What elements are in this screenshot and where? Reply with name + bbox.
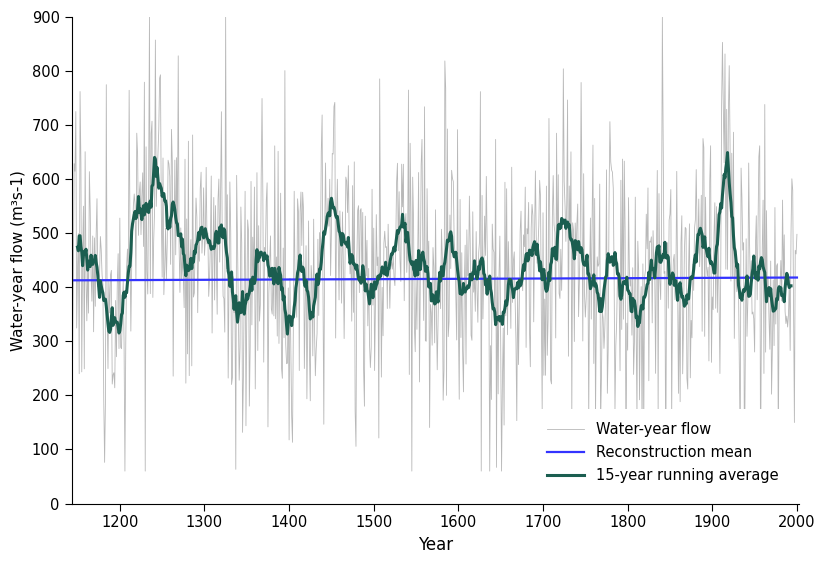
X-axis label: Year: Year xyxy=(418,536,452,554)
15-year running average xyxy=(73,244,83,250)
Reconstruction mean xyxy=(205,276,215,283)
Water-year flow xyxy=(67,311,77,318)
Water-year flow xyxy=(120,468,130,475)
15-year running average xyxy=(777,292,787,298)
Reconstruction mean xyxy=(67,277,77,284)
Water-year flow xyxy=(443,333,453,340)
Reconstruction mean xyxy=(513,275,523,282)
15-year running average xyxy=(283,331,293,337)
Reconstruction mean xyxy=(144,277,154,284)
Reconstruction mean xyxy=(442,276,452,282)
Reconstruction mean xyxy=(792,274,802,281)
Reconstruction mean xyxy=(525,275,535,282)
Water-year flow xyxy=(145,14,155,20)
Reconstruction mean xyxy=(368,276,378,282)
Water-year flow xyxy=(370,367,380,374)
15-year running average xyxy=(265,266,275,272)
Water-year flow xyxy=(792,231,802,238)
Y-axis label: Water-year flow (m³s-1): Water-year flow (m³s-1) xyxy=(11,170,26,351)
Water-year flow xyxy=(527,201,537,208)
15-year running average xyxy=(723,149,733,156)
Line: 15-year running average: 15-year running average xyxy=(78,153,791,334)
Water-year flow xyxy=(207,329,217,336)
Water-year flow xyxy=(146,290,155,297)
15-year running average xyxy=(633,323,643,330)
Line: Reconstruction mean: Reconstruction mean xyxy=(72,277,797,280)
15-year running average xyxy=(527,252,537,259)
Water-year flow xyxy=(514,301,524,307)
15-year running average xyxy=(537,267,547,273)
15-year running average xyxy=(786,282,796,289)
Line: Water-year flow: Water-year flow xyxy=(72,17,797,471)
15-year running average xyxy=(714,211,724,218)
Legend: Water-year flow, Reconstruction mean, 15-year running average: Water-year flow, Reconstruction mean, 15… xyxy=(534,409,791,496)
